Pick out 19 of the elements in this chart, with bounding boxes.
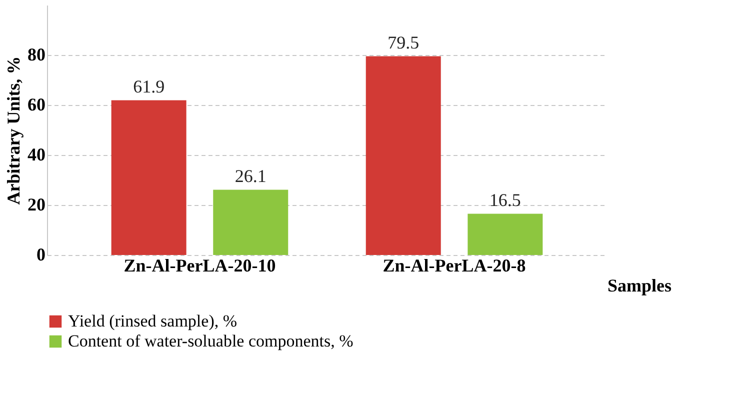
x-tick-label: Zn-Al-PerLA-20-10 — [124, 256, 276, 276]
data-label: 26.1 — [234, 166, 266, 186]
bar — [366, 56, 441, 255]
y-tick-label: 80 — [28, 44, 46, 64]
legend-label: Yield (rinsed sample), % — [68, 312, 238, 330]
y-tick-label: 20 — [28, 194, 46, 214]
y-tick-label: 60 — [28, 94, 46, 114]
data-label: 16.5 — [489, 190, 521, 210]
x-tick-label: Zn-Al-PerLA-20-8 — [382, 256, 526, 276]
y-tick-label: 40 — [28, 144, 46, 164]
bar — [468, 214, 543, 255]
bar — [111, 100, 186, 255]
y-tick-label: 0 — [36, 244, 46, 264]
bar — [213, 190, 288, 255]
y-axis-title: Arbitrary Units, % — [4, 56, 24, 205]
data-label: 61.9 — [133, 76, 165, 96]
x-axis-title: Samples — [608, 276, 672, 296]
data-label: 79.5 — [388, 32, 420, 52]
legend-label: Content of water-soluable components, % — [68, 332, 354, 350]
